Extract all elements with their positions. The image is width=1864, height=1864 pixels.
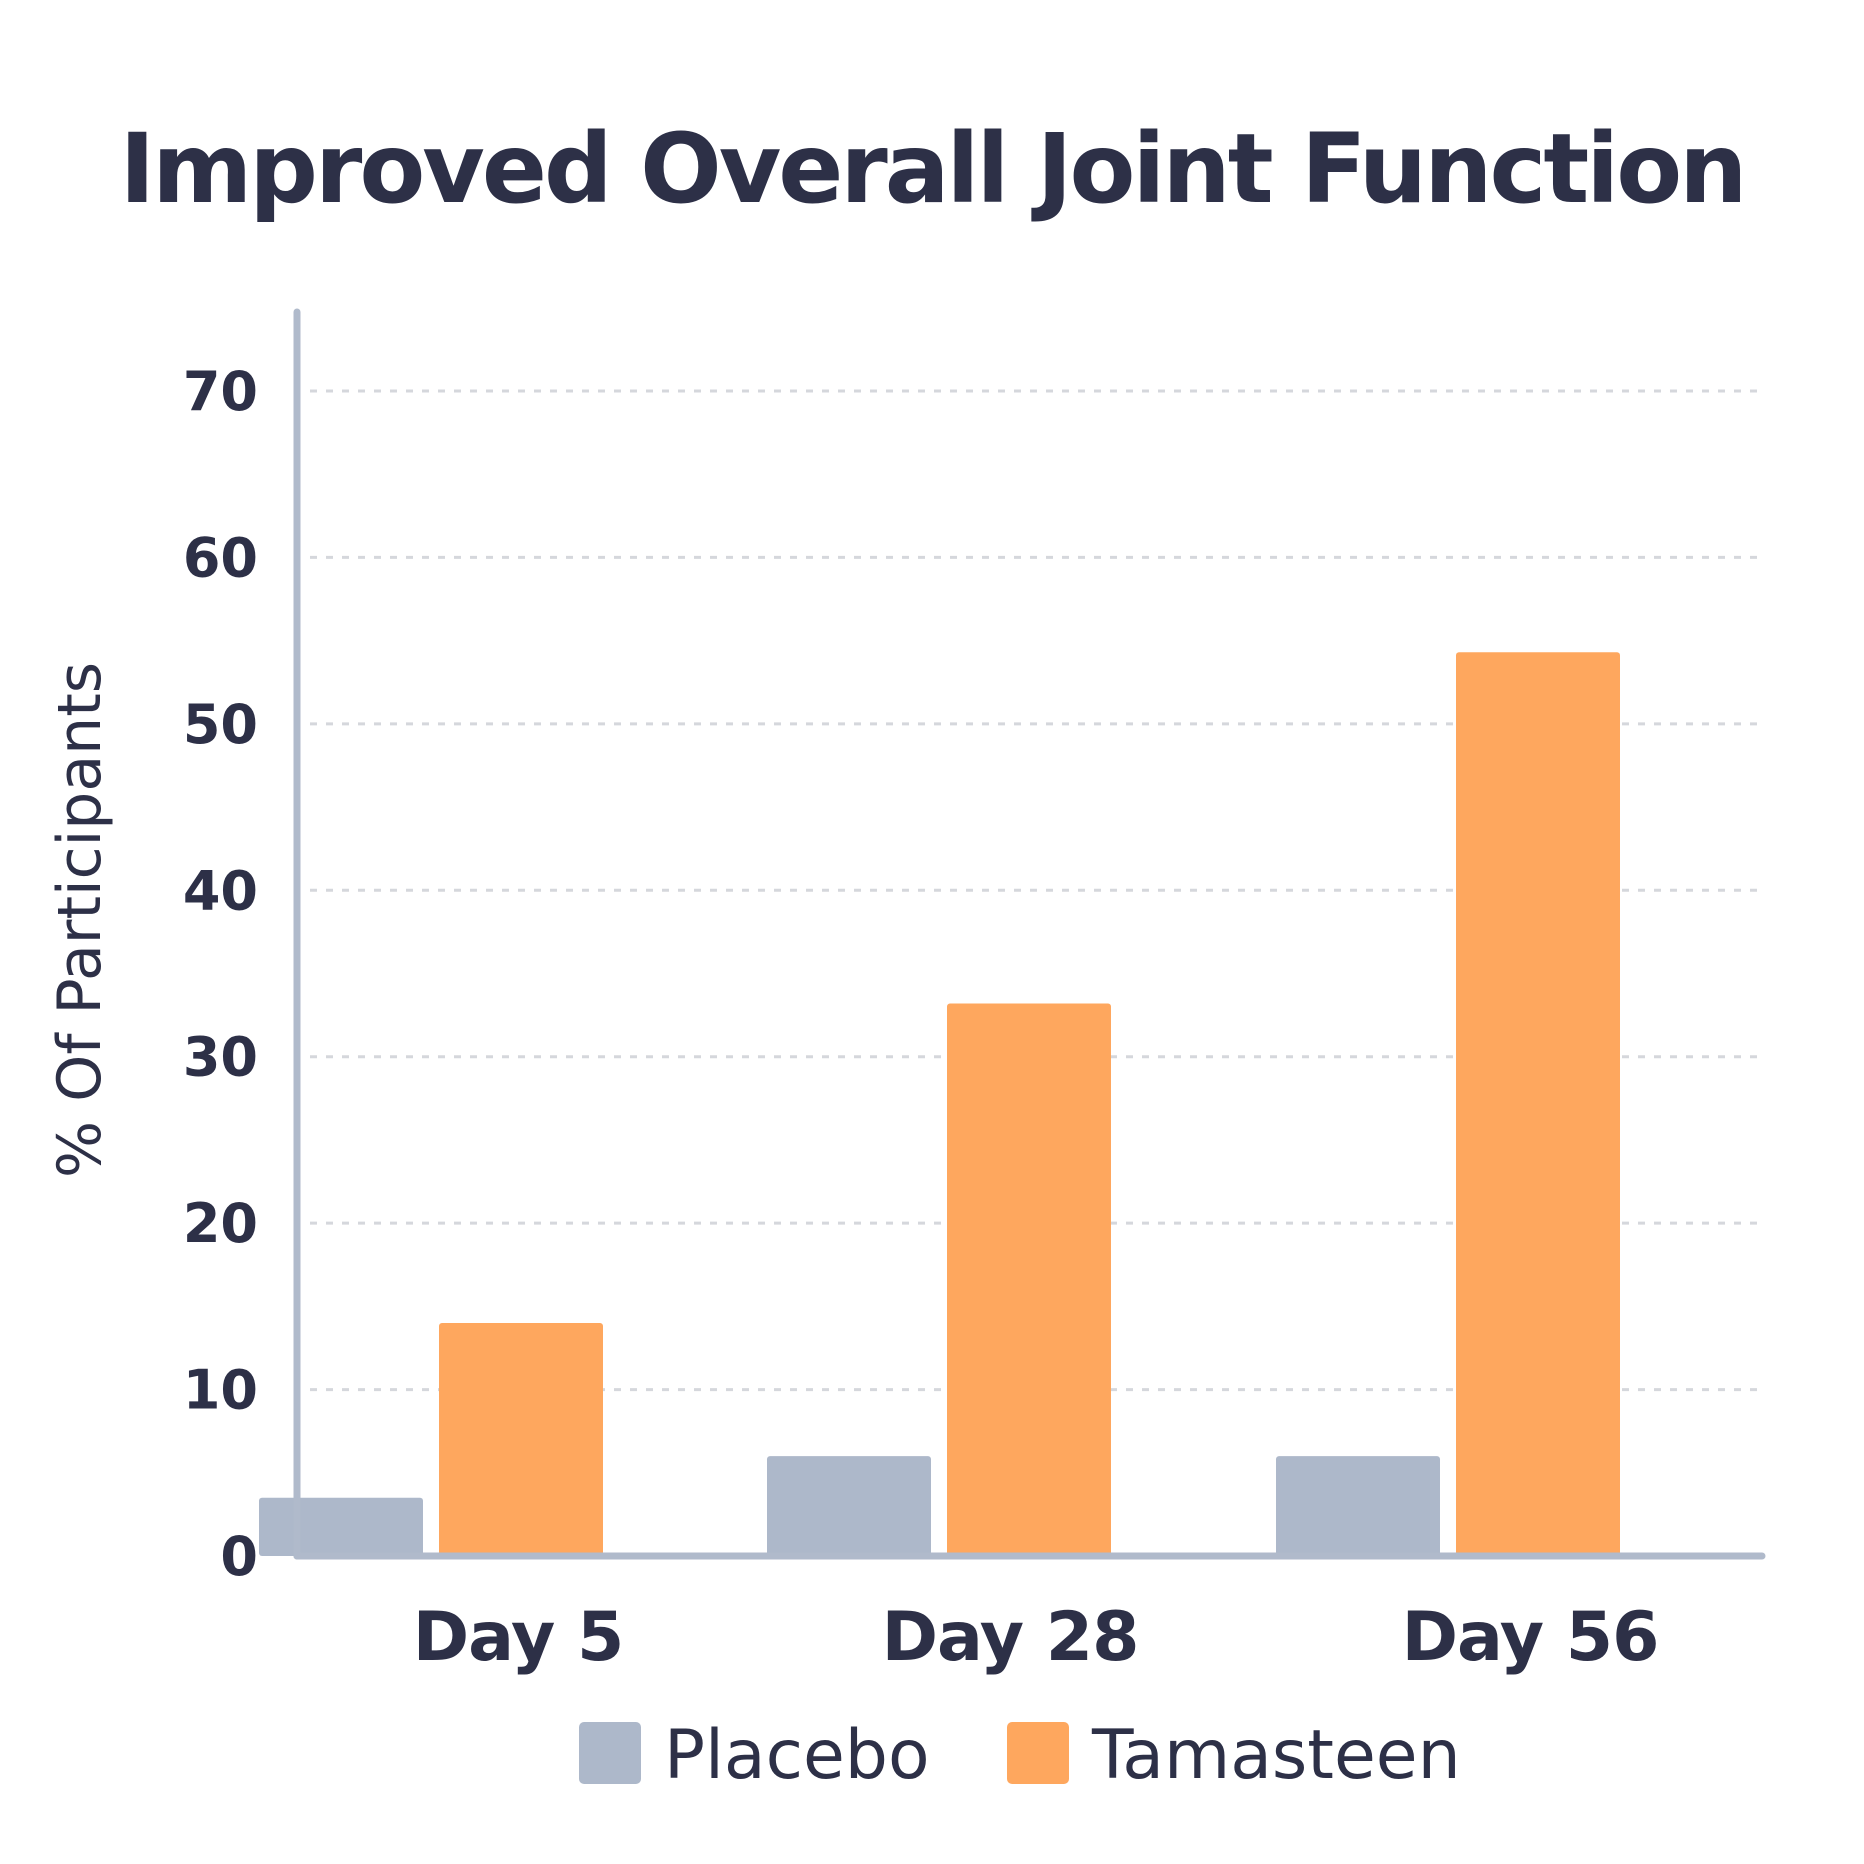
bar-tamasteen-day-28: [947, 1003, 1111, 1556]
y-tick-label: 40: [183, 859, 258, 922]
x-category-label: Day 56: [1402, 1598, 1659, 1677]
bar-placebo-day-56: [1276, 1456, 1440, 1556]
x-category-labels: Day 5 Day 28 Day 56: [413, 1598, 1660, 1677]
y-tick-label: 10: [183, 1359, 258, 1422]
y-tick-label: 0: [220, 1525, 258, 1588]
y-tick-label: 30: [183, 1026, 258, 1089]
y-tick-label: 20: [183, 1192, 258, 1255]
y-tick-label: 50: [183, 693, 258, 756]
bar-tamasteen-day-56: [1456, 652, 1620, 1556]
x-category-label: Day 28: [882, 1598, 1139, 1677]
chart-title: Improved Overall Joint Function: [120, 113, 1745, 225]
legend-swatch-tamasteen: [1007, 1722, 1069, 1784]
bars: [259, 652, 1620, 1556]
legend-swatch-placebo: [579, 1722, 641, 1784]
legend: Placebo Tamasteen: [579, 1716, 1461, 1795]
y-tick-label: 60: [183, 526, 258, 589]
legend-label-tamasteen: Tamasteen: [1091, 1716, 1461, 1795]
legend-label-placebo: Placebo: [664, 1716, 930, 1795]
y-tick-label: 70: [183, 360, 258, 423]
x-category-label: Day 5: [413, 1598, 624, 1677]
y-axis-label: % Of Participants: [45, 662, 115, 1178]
bar-tamasteen-day-5: [439, 1323, 603, 1556]
bar-placebo-day-28: [767, 1456, 931, 1556]
y-tick-labels: 0 10 20 30 40 50 60 70: [183, 360, 258, 1588]
bar-placebo-day-5: [259, 1497, 423, 1556]
